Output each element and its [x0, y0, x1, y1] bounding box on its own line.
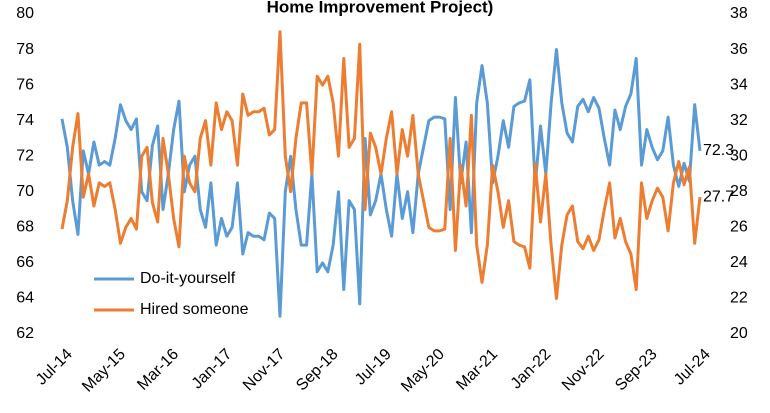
x-tick-label: Jan-17 [189, 346, 236, 393]
x-tick-label: Sep-18 [293, 346, 342, 395]
y2-tick-label: 28 [730, 183, 748, 200]
y-tick-label: 66 [16, 254, 34, 271]
y2-tick-label: 30 [730, 147, 748, 164]
end-label: 72.3 [703, 142, 734, 159]
end-label: 27.7 [703, 188, 734, 205]
y-tick-label: 80 [16, 5, 34, 22]
x-tick-label: Mar-21 [453, 346, 501, 394]
y2-tick-label: 20 [730, 325, 748, 342]
x-tick-label: Nov-17 [240, 346, 289, 395]
y-tick-label: 74 [16, 112, 34, 129]
y2-tick-label: 24 [730, 254, 748, 271]
legend-label: Do-it-yourself [140, 270, 236, 287]
x-tick-label: May-20 [398, 346, 448, 396]
x-tick-label: Mar-16 [134, 346, 182, 394]
series-line [60, 30, 702, 300]
y-tick-label: 72 [16, 147, 34, 164]
y-tick-label: 70 [16, 183, 34, 200]
x-tick-label: Jul-19 [352, 346, 395, 389]
y-tick-label: 76 [16, 76, 34, 93]
y-tick-label: 68 [16, 219, 34, 236]
y2-tick-label: 26 [730, 219, 748, 236]
y-tick-label: 78 [16, 41, 34, 58]
x-tick-label: Nov-22 [559, 346, 608, 395]
chart-title: Home Improvement Project) [267, 0, 494, 16]
y2-tick-label: 36 [730, 41, 748, 58]
x-tick-label: May-15 [79, 346, 129, 396]
x-tick-label: Jul-24 [671, 346, 714, 389]
legend-label: Hired someone [140, 301, 249, 318]
x-tick-label: Jan-22 [508, 346, 555, 393]
y2-tick-label: 38 [730, 5, 748, 22]
y-tick-label: 62 [16, 325, 34, 342]
y-tick-label: 64 [16, 290, 34, 307]
x-tick-label: Jul-14 [33, 346, 76, 389]
x-tick-label: Sep-23 [612, 346, 661, 395]
y2-tick-label: 34 [730, 76, 748, 93]
y2-tick-label: 32 [730, 112, 748, 129]
y2-tick-label: 22 [730, 290, 748, 307]
